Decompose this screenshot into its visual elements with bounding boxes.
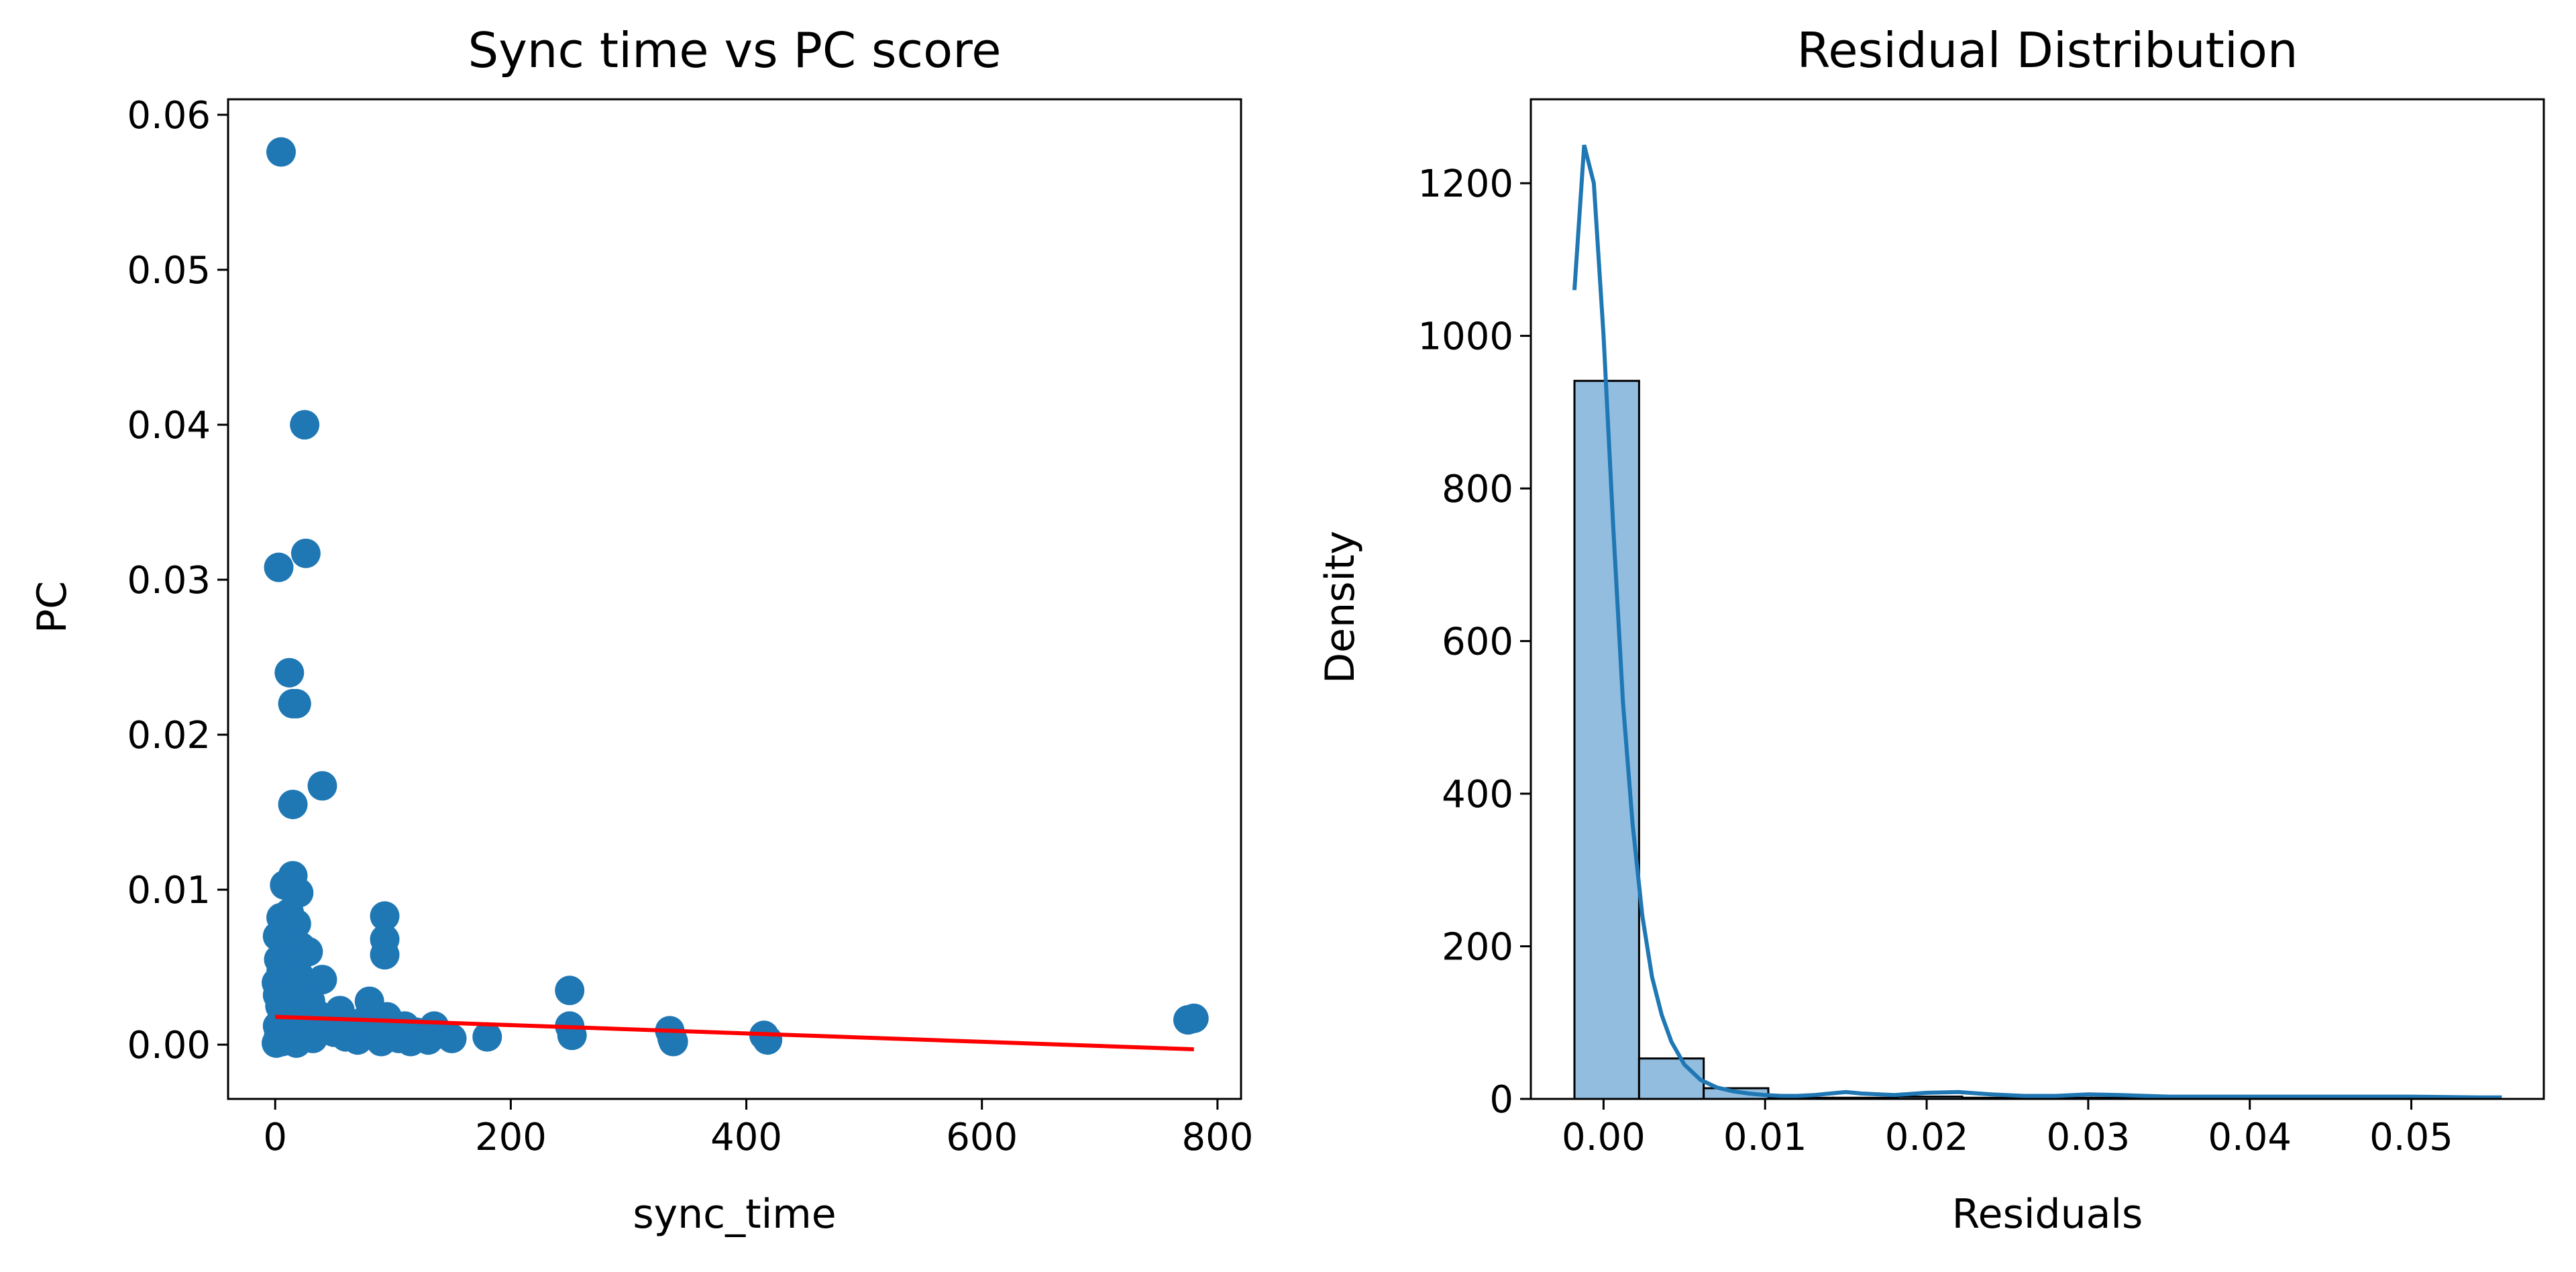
histogram-bar	[1573, 380, 1640, 1100]
scatter-y-tick-label: 0.03	[127, 559, 211, 602]
scatter-point	[264, 552, 294, 582]
scatter-point	[370, 940, 400, 970]
scatter-point	[290, 538, 321, 568]
histogram-x-tick-label: 0.03	[2047, 1116, 2131, 1159]
scatter-y-tick-label: 0.02	[127, 714, 211, 757]
histogram-ticks: 0.00 0.01 0.02 0.03 0.04 0.05 0 200 400 600 800 100…	[1417, 162, 2453, 1159]
histogram-y-tick-label: 1200	[1417, 162, 1513, 206]
histogram-y-tick-label: 800	[1442, 468, 1513, 511]
scatter-title: Sync time vs PC score	[468, 22, 1001, 78]
histogram-x-tick-label: 0.00	[1562, 1116, 1646, 1159]
scatter-points	[261, 137, 1209, 1058]
scatter-point	[266, 137, 297, 167]
scatter-y-label: PC	[29, 581, 76, 633]
scatter-point	[1179, 1003, 1209, 1033]
scatter-point	[658, 1026, 688, 1057]
histogram-panel: Residual Distribution Residuals Density …	[1317, 22, 2545, 1238]
kde-curve	[1572, 144, 2502, 1100]
scatter-point	[753, 1025, 783, 1055]
scatter-y-tick-label: 0.04	[127, 404, 211, 447]
histogram-bars	[1573, 380, 2481, 1100]
scatter-y-tick-label: 0.06	[127, 94, 211, 138]
histogram-y-tick-label: 1000	[1417, 315, 1513, 359]
histogram-x-tick-label: 0.01	[1723, 1116, 1807, 1159]
scatter-point	[281, 688, 311, 719]
histogram-plot-frame	[1529, 98, 2545, 1100]
histogram-y-tick-label: 600	[1442, 621, 1513, 664]
scatter-ticks: 0 200 400 600 800 0.00 0.01 0.02 0.03 0.04 0.05 0.0…	[127, 94, 1253, 1159]
scatter-point	[290, 410, 320, 440]
histogram-y-tick-label: 0	[1489, 1078, 1513, 1122]
histogram-y-tick-label: 200	[1442, 926, 1513, 969]
scatter-x-tick-label: 600	[946, 1116, 1018, 1159]
scatter-y-tick-label: 0.00	[127, 1024, 211, 1067]
scatter-point	[555, 975, 585, 1006]
scatter-point	[278, 790, 308, 820]
scatter-point	[437, 1023, 467, 1053]
scatter-x-tick-label: 200	[475, 1116, 547, 1159]
scatter-point	[307, 771, 337, 801]
histogram-y-label: Density	[1317, 531, 1364, 684]
histogram-x-tick-label: 0.05	[2369, 1116, 2453, 1159]
histogram-y-tick-label: 400	[1442, 773, 1513, 816]
scatter-x-tick-label: 800	[1181, 1116, 1253, 1159]
histogram-x-tick-label: 0.02	[1885, 1116, 1969, 1159]
fit-line	[275, 1014, 1194, 1052]
scatter-x-tick-label: 0	[263, 1116, 287, 1159]
scatter-panel: Sync time vs PC score sync_time PC 0 200 4…	[29, 22, 1253, 1238]
scatter-y-tick-label: 0.01	[127, 869, 211, 912]
histogram-bar	[1638, 1057, 1705, 1100]
scatter-x-tick-label: 400	[710, 1116, 782, 1159]
histogram-title: Residual Distribution	[1797, 22, 2298, 78]
scatter-point	[274, 657, 305, 688]
scatter-plot-frame	[227, 98, 1242, 1100]
scatter-x-label: sync_time	[633, 1191, 836, 1238]
scatter-point	[472, 1022, 502, 1052]
scatter-y-tick-label: 0.05	[127, 249, 211, 293]
histogram-x-tick-label: 0.04	[2208, 1116, 2292, 1159]
histogram-x-label: Residuals	[1952, 1191, 2143, 1238]
scatter-point	[370, 901, 400, 931]
